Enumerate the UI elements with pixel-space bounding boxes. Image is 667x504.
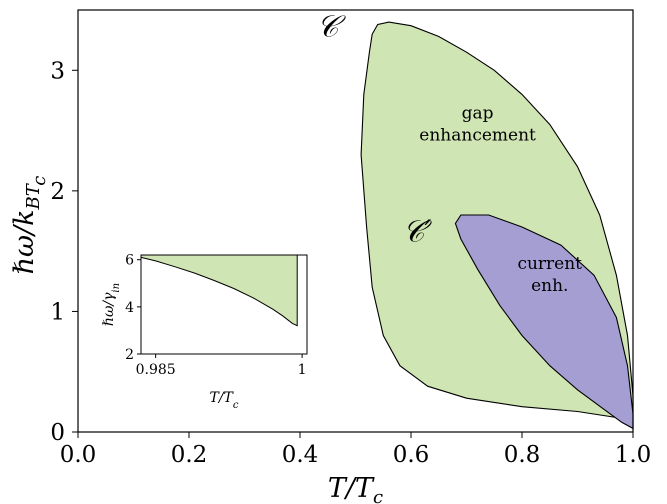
inset-y-tick-label: 4	[125, 300, 134, 316]
x-tick-label: 0.0	[60, 442, 97, 468]
x-tick-label: 0.8	[504, 442, 541, 468]
plot-frame	[77, 9, 634, 433]
curve-label: 𝒞	[317, 10, 347, 45]
inset-x-axis-title: T/Tc	[209, 390, 238, 411]
region-label: enhancement	[419, 126, 536, 146]
curve-label: 𝒞′	[403, 214, 433, 249]
region-label: gap	[462, 104, 494, 124]
region-label: current	[517, 254, 582, 274]
inset-frame	[140, 254, 308, 355]
x-tick-label: 0.4	[282, 442, 319, 468]
inset-y-tick-label: 6	[125, 253, 134, 269]
x-tick-label: 1.0	[615, 442, 652, 468]
x-tick-label: 0.6	[393, 442, 430, 468]
inset-plot: 0.985 1 2 4 6 T/Tc ℏω/γin	[101, 253, 308, 411]
y-tick-label: 0	[50, 420, 65, 446]
y-tick-label: 3	[50, 58, 65, 84]
y-axis-title: ℏω/kBTc	[9, 176, 50, 275]
x-axis-title: T/Tc	[328, 473, 383, 504]
inset-y-tick-label: 2	[125, 347, 134, 363]
inset-y-axis-title: ℏω/γin	[101, 283, 122, 326]
region-label: enh.	[531, 276, 568, 296]
x-tick-label: 0.2	[171, 442, 208, 468]
main-plot-regions	[360, 21, 634, 430]
inset-x-tick-label: 0.985	[136, 362, 176, 378]
main-plot-axes: 0.0 0.2 0.4 0.6 0.8 1.00123T/Tcℏω/kBTc𝒞𝒞′gape…	[9, 9, 652, 504]
y-tick-label: 2	[50, 179, 65, 205]
y-tick-label: 1	[50, 299, 65, 325]
gap-enhancement-inset-region	[140, 254, 298, 327]
inset-x-tick-label: 1	[298, 362, 307, 378]
